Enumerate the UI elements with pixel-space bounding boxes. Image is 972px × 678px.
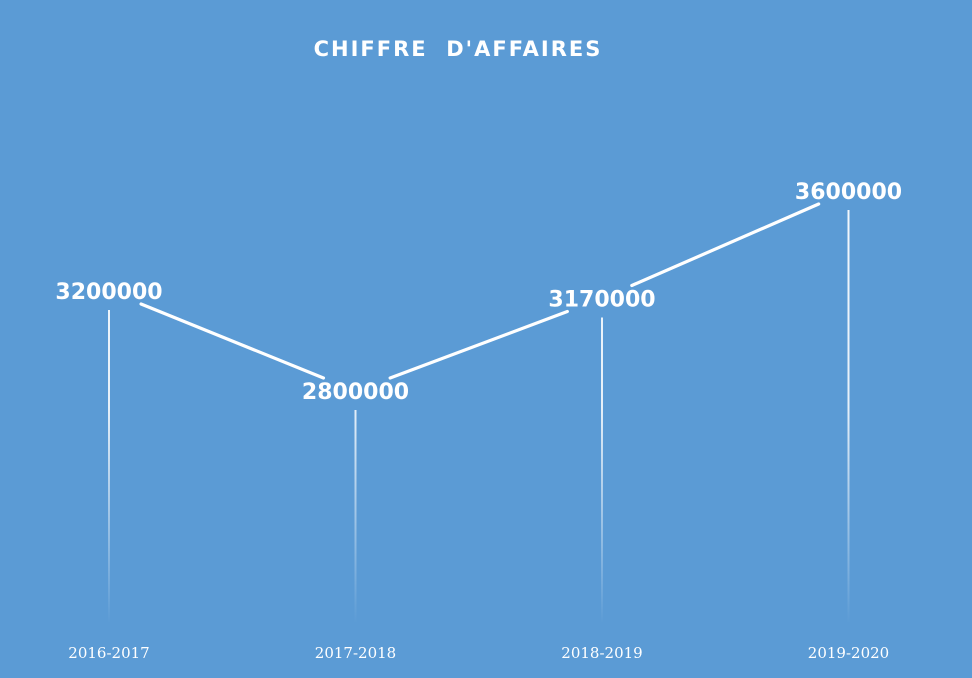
x-tick-label: 2016-2017 [68, 644, 149, 662]
x-tick-label: 2019-2020 [808, 644, 889, 662]
x-tick-label: 2018-2019 [561, 644, 642, 662]
data-label: 3600000 [795, 180, 902, 205]
drop-line [354, 410, 357, 622]
line-segment [388, 309, 569, 380]
series-line [139, 202, 821, 380]
drop-line [601, 317, 603, 622]
data-label: 3170000 [548, 288, 655, 313]
x-tick-label: 2017-2018 [315, 644, 396, 662]
drop-line [108, 310, 110, 622]
data-label: 3200000 [55, 280, 162, 305]
data-labels: 3200000 2800000 3170000 3600000 [55, 180, 902, 405]
chart-title: CHIFFRE D'AFFAIRES [314, 37, 603, 61]
data-label: 2800000 [302, 380, 409, 405]
line-segment [630, 202, 821, 288]
drop-line [847, 210, 850, 622]
line-segment [139, 302, 326, 380]
drop-lines [108, 210, 850, 622]
x-axis-tick-labels: 2016-2017 2017-2018 2018-2019 2019-2020 [68, 644, 889, 662]
